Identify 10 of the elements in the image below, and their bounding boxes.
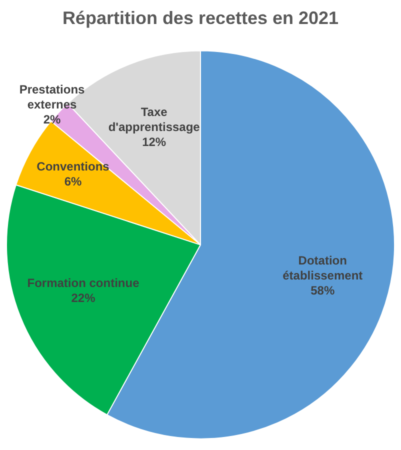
data-label: 2% bbox=[43, 112, 62, 127]
slice-label: Prestations externes bbox=[19, 82, 86, 112]
slice-label: Dotation établissement bbox=[282, 253, 363, 282]
slice-label: Formation continue bbox=[27, 276, 140, 290]
data-label: 58% bbox=[310, 283, 335, 298]
data-label: 22% bbox=[71, 291, 96, 306]
data-label: 6% bbox=[64, 174, 82, 189]
chart-title: Répartition des recettes en 2021 bbox=[62, 8, 339, 28]
data-label: 12% bbox=[142, 134, 166, 149]
slice-label: Taxe d'apprentissage bbox=[108, 104, 200, 134]
